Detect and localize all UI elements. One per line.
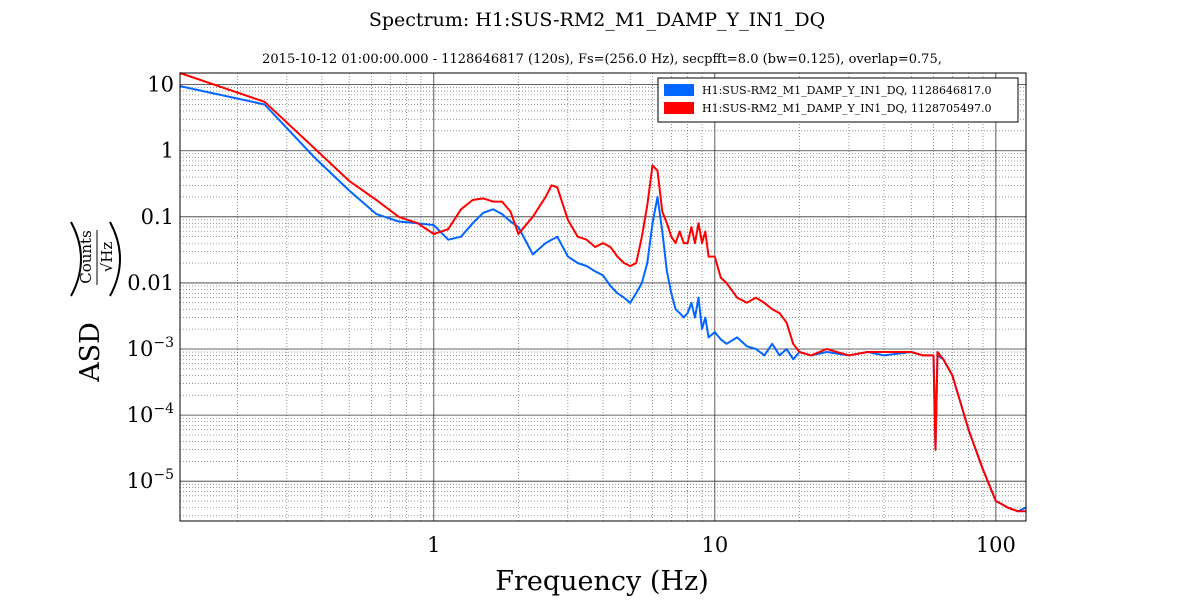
plot-frame bbox=[179, 72, 1027, 522]
legend-label-2: H1:SUS-RM2_M1_DAMP_Y_IN1_DQ, 1128705497.… bbox=[702, 102, 992, 115]
x-axis-label: Frequency (Hz) bbox=[495, 566, 708, 597]
y-tick-label: 10−4 bbox=[127, 401, 174, 427]
x-tick-label: 1 bbox=[427, 533, 440, 557]
chart-title: Spectrum: H1:SUS-RM2_M1_DAMP_Y_IN1_DQ bbox=[369, 9, 825, 31]
y-axis-label-unit-denominator: √Hz bbox=[98, 242, 116, 273]
grid bbox=[180, 73, 1026, 521]
legend-swatch-1 bbox=[664, 84, 694, 96]
axis-ticks: 1 10 100 10 1 0.1 0.01 10−3 10−4 10−5 bbox=[127, 73, 1016, 557]
y-tick-label: 10 bbox=[147, 73, 174, 97]
y-axis-label-left-paren bbox=[70, 221, 82, 297]
legend-swatch-2 bbox=[664, 102, 694, 114]
y-axis-label-unit-numerator: Counts bbox=[77, 230, 95, 284]
y-tick-label: 10−3 bbox=[127, 335, 174, 361]
legend: H1:SUS-RM2_M1_DAMP_Y_IN1_DQ, 1128646817.… bbox=[657, 77, 1019, 123]
legend-label-1: H1:SUS-RM2_M1_DAMP_Y_IN1_DQ, 1128646817.… bbox=[702, 84, 992, 97]
series-lines bbox=[179, 72, 1027, 513]
y-tick-label: 10−5 bbox=[127, 467, 174, 493]
series-line-2 bbox=[179, 72, 1026, 513]
y-axis-label-text: ASD bbox=[75, 322, 106, 383]
legend-box bbox=[657, 77, 1019, 123]
x-tick-label: 10 bbox=[701, 533, 728, 557]
chart-subtitle: 2015-10-12 01:00:00.000 - 1128646817 (12… bbox=[262, 52, 942, 67]
y-tick-label: 0.1 bbox=[141, 205, 174, 229]
x-tick-label: 100 bbox=[976, 533, 1016, 557]
y-axis-label-right-paren bbox=[109, 221, 121, 297]
y-tick-label: 1 bbox=[161, 139, 174, 163]
y-axis-label: ASD Counts √Hz bbox=[70, 221, 121, 383]
y-tick-label: 0.01 bbox=[127, 271, 174, 295]
